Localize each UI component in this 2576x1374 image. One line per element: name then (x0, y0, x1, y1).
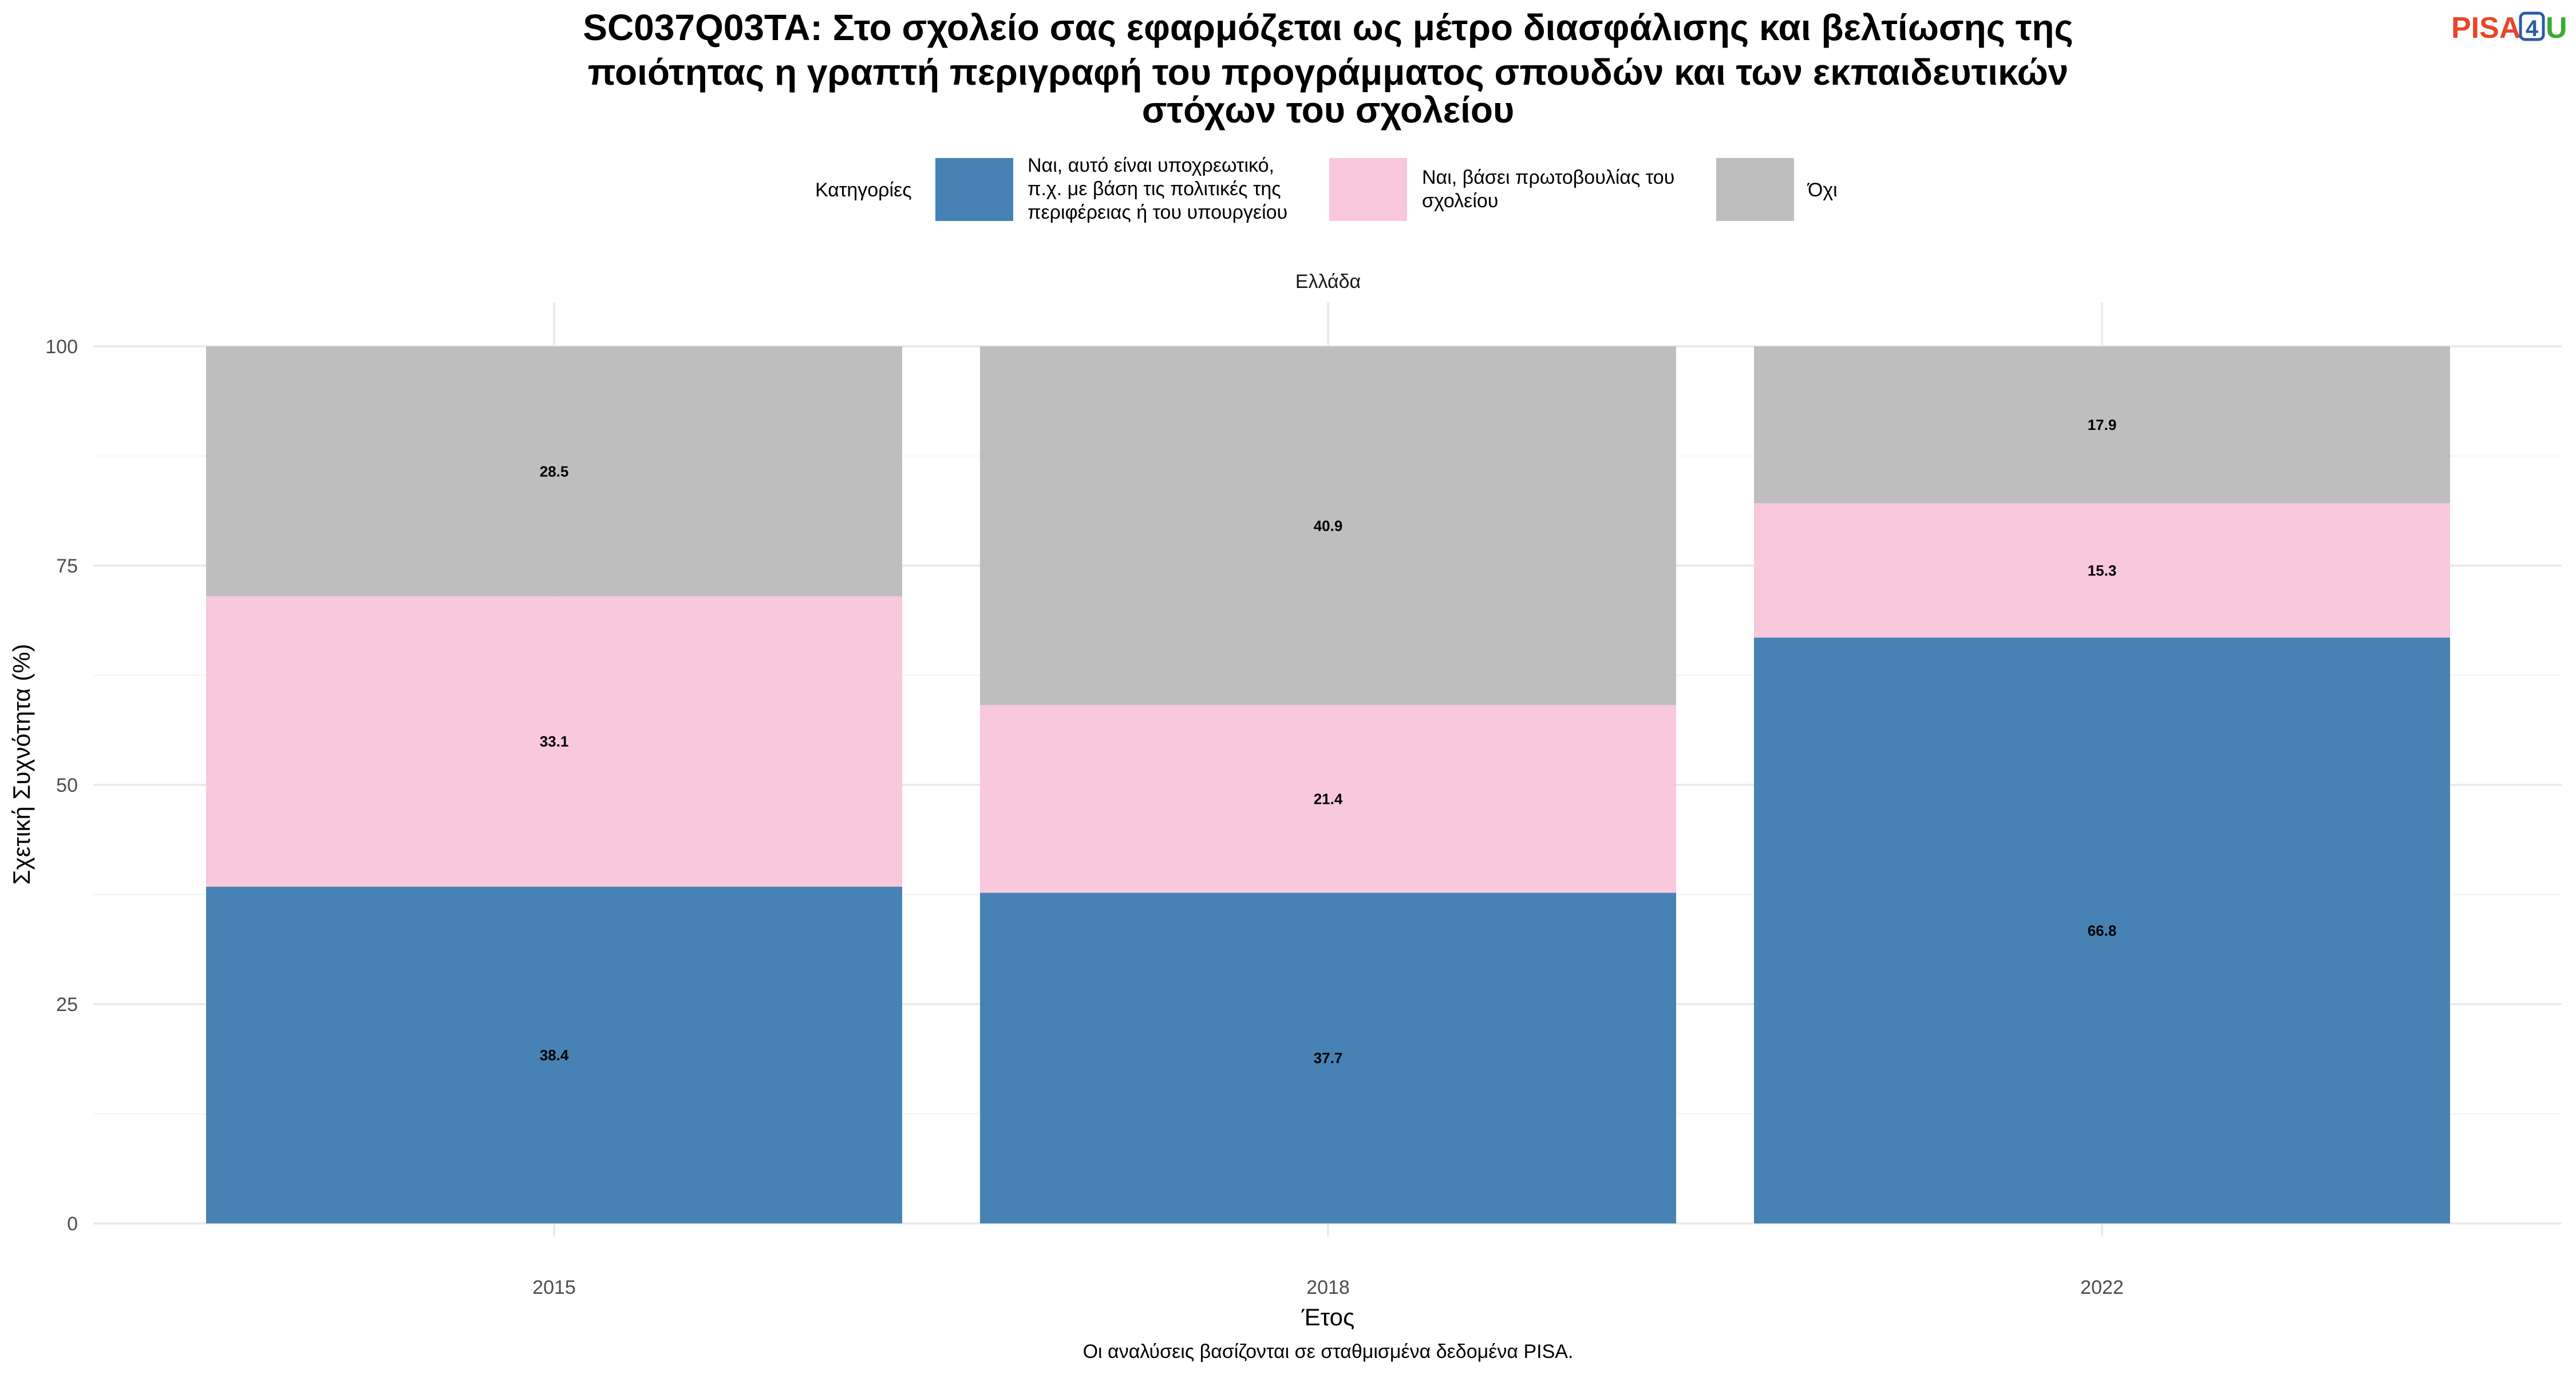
legend-item-mandatory: Ναι, αυτό είναι υποχρεωτικό, π.χ. με βάσ… (935, 155, 1287, 223)
logo-four-box (2519, 11, 2545, 41)
bar-segment-2022-s0 (1754, 637, 2450, 1223)
y-tick-label-50: 50 (56, 775, 78, 796)
logo-pisa-text: PISA (2451, 11, 2520, 45)
legend-swatch-mandatory (935, 158, 1013, 221)
bar-segment-2022-s2 (1754, 346, 2450, 504)
x-tick-label-2015: 2015 (532, 1277, 576, 1298)
legend-label-mandatory-line-2: π.χ. με βάση τις πολιτικές της (1028, 178, 1281, 200)
y-axis-ticks: 0 25 50 75 100 (45, 336, 78, 1235)
bar-segment-2018-s2 (980, 346, 1676, 705)
legend-label-mandatory-line-1: Ναι, αυτό είναι υποχρεωτικό, (1028, 155, 1274, 176)
bars (206, 346, 2450, 1223)
data-label-2022-s0: 66.8 (2088, 922, 2117, 939)
title-line-2: ποιότητας η γραπτή περιγραφή του προγράμ… (588, 52, 2068, 93)
data-label-2022-s1: 15.3 (2088, 562, 2117, 579)
data-label-2018-s0: 37.7 (1314, 1049, 1343, 1067)
logo-four-text: 4 (2526, 16, 2539, 41)
legend-label-school-initiative-line-1: Ναι, βάσει πρωτοβουλίας του (1422, 167, 1674, 188)
logo-u-text: U (2546, 11, 2567, 45)
y-tick-label-75: 75 (56, 555, 78, 577)
legend-swatch-school-initiative (1329, 158, 1407, 221)
y-tick-label-0: 0 (67, 1213, 78, 1235)
facet-label: Ελλάδα (1295, 271, 1361, 293)
data-label-2015-s1: 33.1 (540, 733, 569, 750)
bar-segment-2022-s1 (1754, 503, 2450, 638)
legend: Κατηγορίες Ναι, αυτό είναι υποχρεωτικό, … (815, 155, 1838, 223)
x-axis-title: Έτος (1301, 1304, 1355, 1330)
data-label-2015-s2: 28.5 (540, 463, 569, 480)
legend-label-mandatory-line-3: περιφέρειας ή του υπουργείου (1028, 202, 1287, 223)
y-tick-label-25: 25 (56, 994, 78, 1016)
x-tick-label-2022: 2022 (2080, 1277, 2124, 1298)
data-labels: 38.4 33.1 28.5 37.7 21.4 40.9 66.8 15.3 17.9 (540, 416, 2117, 1067)
legend-item-no: Όχι (1716, 158, 1838, 221)
y-tick-label-100: 100 (45, 336, 78, 358)
bar-segment-2015-s2 (206, 346, 902, 597)
y-axis-title: Σχετική Συχνότητα (%) (8, 644, 35, 885)
data-label-2018-s2: 40.9 (1314, 517, 1343, 534)
bar-segment-2015-s1 (206, 596, 902, 887)
chart-title: SC037Q03TA: Στο σχολείο σας εφαρμόζεται … (583, 7, 2073, 131)
bar-segment-2018-s0 (980, 893, 1676, 1223)
caption: Οι αναλύσεις βασίζονται σε σταθμισμένα δ… (1083, 1341, 1574, 1363)
legend-swatch-no (1716, 158, 1794, 221)
title-line-3: στόχων του σχολείου (1142, 89, 1514, 131)
pisa4u-logo: PISA 4 U (2451, 11, 2567, 45)
bar-segment-2018-s1 (980, 705, 1676, 893)
bar-segment-2015-s0 (206, 886, 902, 1223)
legend-item-school-initiative: Ναι, βάσει πρωτοβουλίας του σχολείου (1329, 158, 1674, 221)
legend-title: Κατηγορίες (815, 179, 912, 201)
legend-label-no: Όχι (1807, 179, 1838, 201)
legend-label-school-initiative-line-2: σχολείου (1422, 190, 1498, 212)
data-label-2018-s1: 21.4 (1314, 791, 1343, 808)
data-label-2022-s2: 17.9 (2088, 416, 2117, 433)
x-axis-ticks: 2015 2018 2022 (532, 1277, 2124, 1298)
x-tick-label-2018: 2018 (1306, 1277, 1350, 1298)
title-line-1: SC037Q03TA: Στο σχολείο σας εφαρμόζεται … (583, 7, 2073, 48)
data-label-2015-s0: 38.4 (540, 1047, 569, 1064)
